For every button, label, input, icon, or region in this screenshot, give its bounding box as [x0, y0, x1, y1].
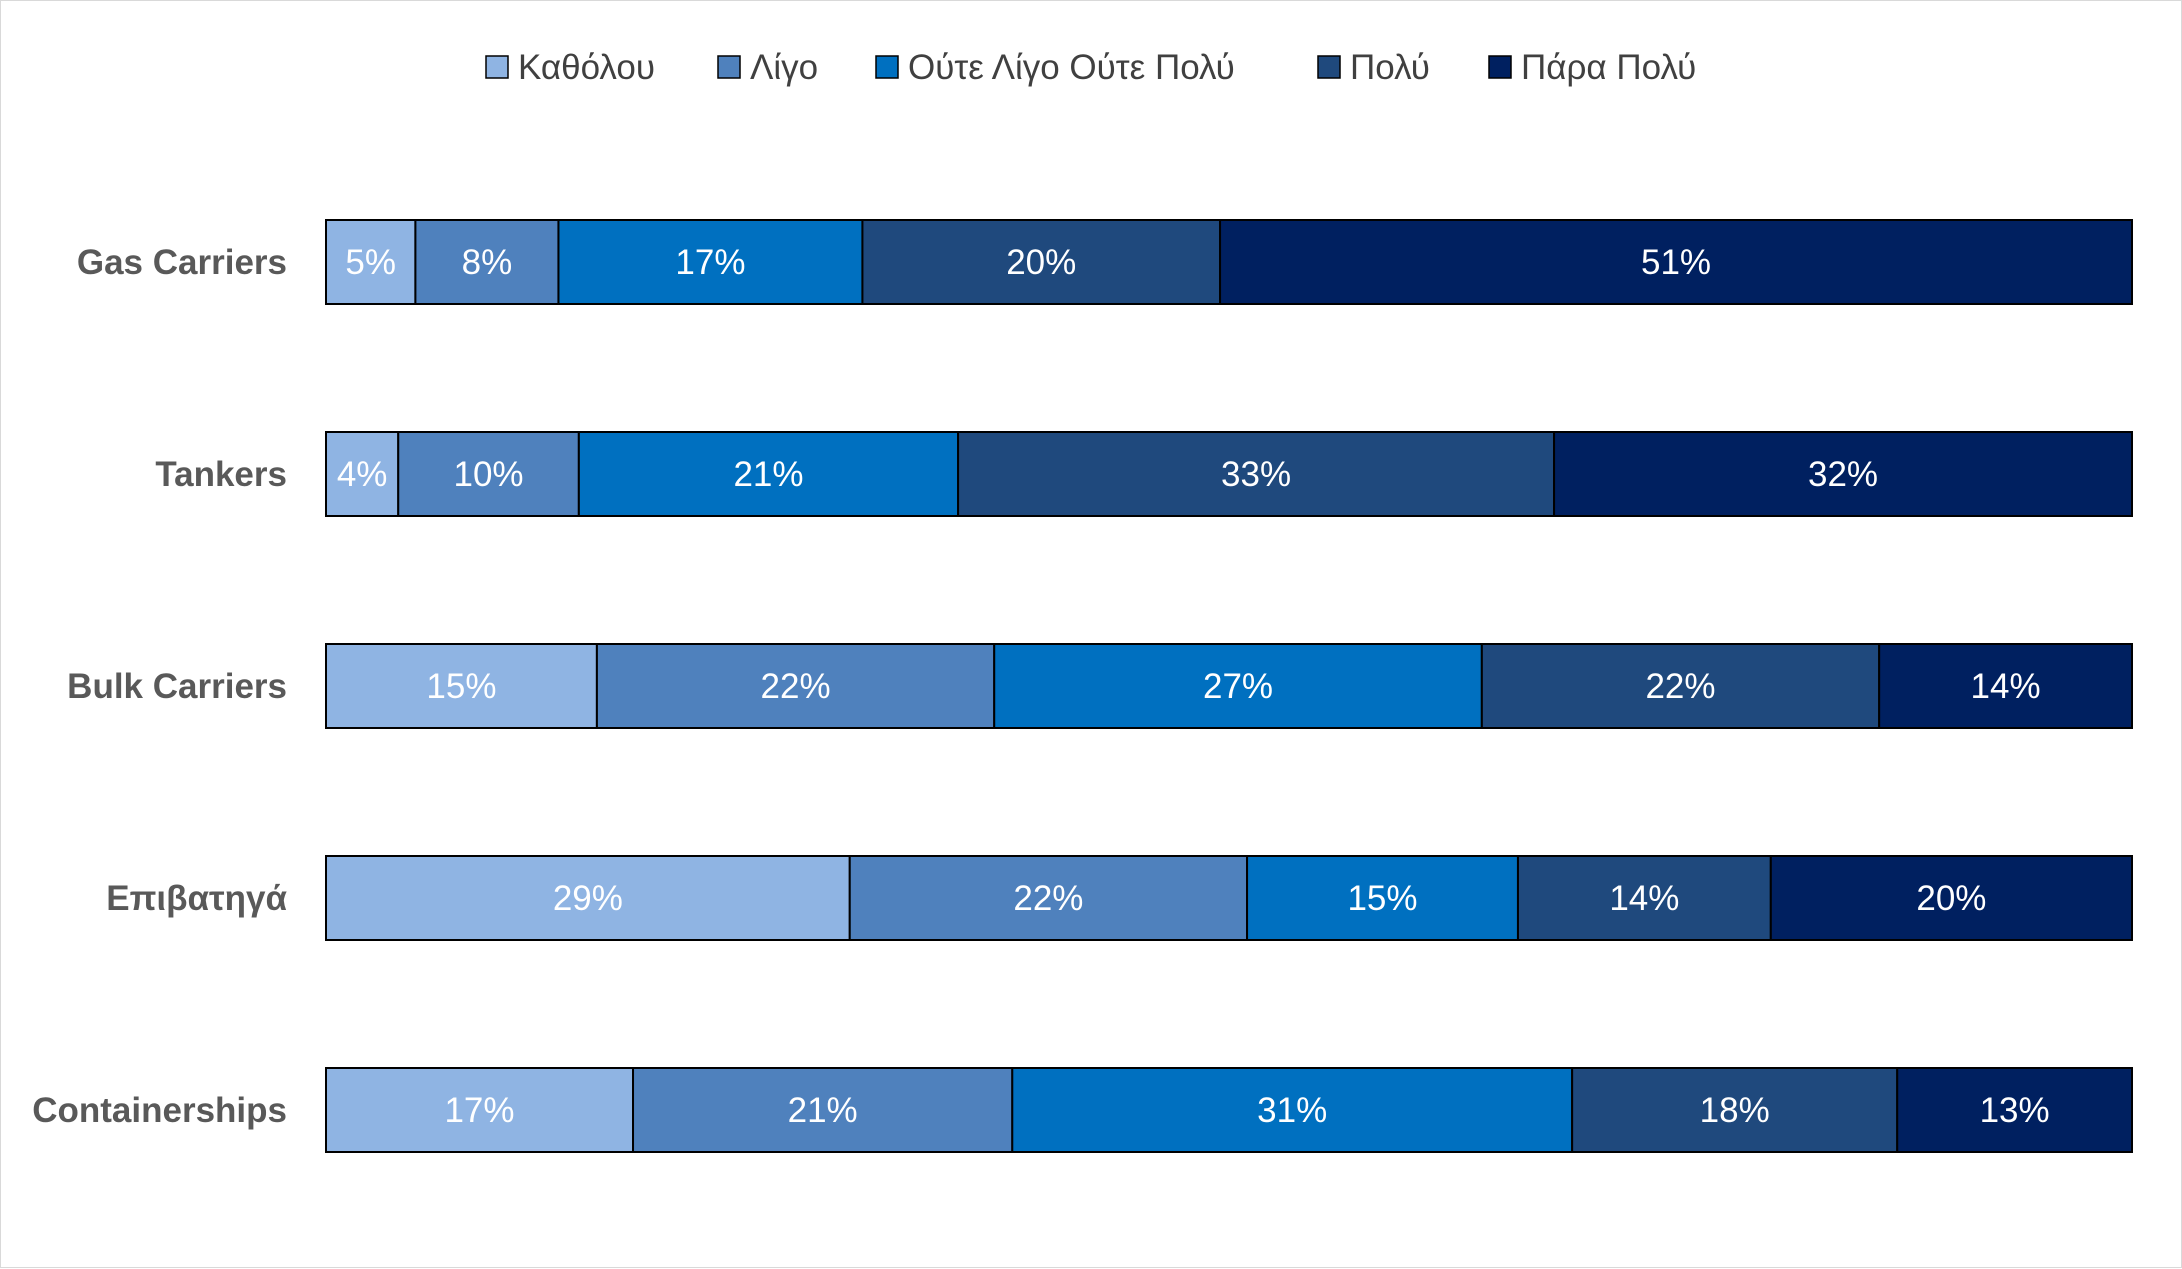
data-label: 15%: [1347, 879, 1417, 918]
data-label: 22%: [761, 667, 831, 706]
data-label: 10%: [454, 455, 524, 494]
legend-swatch-2: [717, 55, 741, 79]
data-label: 31%: [1257, 1091, 1327, 1130]
legend-swatch-1: [485, 55, 509, 79]
data-label: 15%: [426, 667, 496, 706]
bar-segment: [1878, 643, 2134, 729]
legend-swatch-3: [875, 55, 899, 79]
bar-segment: [1553, 431, 2133, 517]
data-label: 8%: [462, 243, 513, 282]
data-label: 21%: [788, 1091, 858, 1130]
data-label: 17%: [444, 1091, 514, 1130]
bar-segment: [957, 431, 1556, 517]
legend-label-5: Πάρα Πολύ: [1521, 48, 1696, 87]
bar-segment: [1480, 643, 1881, 729]
bar-segment: [414, 219, 560, 305]
bar-segment: [1516, 855, 1772, 941]
bar-segment: [993, 643, 1483, 729]
data-label: 22%: [1645, 667, 1715, 706]
data-label: 20%: [1916, 879, 1986, 918]
bar-segment: [557, 219, 864, 305]
plot-bars: 5% 8% 17% 20% 51% 4% 10% 21% 33% 32% 15% 22% 27% 22% 1…: [325, 219, 2134, 1153]
bar-segment: [1219, 219, 2134, 305]
category-axis-labels: Gas Carriers Tankers Bulk Carriers Επιβατηγ…: [32, 243, 287, 1130]
category-label: Tankers: [155, 455, 287, 494]
data-label: 14%: [1971, 667, 2041, 706]
data-label: 14%: [1609, 879, 1679, 918]
bar-segment: [1769, 855, 2134, 941]
data-label: 20%: [1006, 243, 1076, 282]
legend-label-1: Καθόλου: [518, 48, 655, 87]
data-label: 5%: [345, 243, 396, 282]
data-label: 18%: [1700, 1091, 1770, 1130]
legend-swatch-4: [1317, 55, 1341, 79]
data-label: 17%: [675, 243, 745, 282]
data-label: 22%: [1013, 879, 1083, 918]
category-label: Gas Carriers: [77, 243, 287, 282]
bar-segment: [632, 1067, 1014, 1153]
data-label: 51%: [1641, 243, 1711, 282]
legend-label-4: Πολύ: [1350, 48, 1430, 87]
category-label: Containerships: [32, 1091, 287, 1130]
bar-segment: [1246, 855, 1519, 941]
data-label: 27%: [1203, 667, 1273, 706]
bar-segment: [1896, 1067, 2133, 1153]
bar-segment: [861, 219, 1222, 305]
bar-segment: [325, 855, 851, 941]
data-label: 32%: [1808, 455, 1878, 494]
data-label: 4%: [337, 455, 388, 494]
data-label: 33%: [1221, 455, 1291, 494]
category-label: Επιβατηγά: [106, 879, 287, 918]
legend: Καθόλου Λίγο Ούτε Λίγο Ούτε Πολύ Πολύ Πάρα Π…: [485, 48, 1696, 87]
bar-segment: [577, 431, 960, 517]
data-label: 29%: [553, 879, 623, 918]
bar-segment: [848, 855, 1249, 941]
legend-label-2: Λίγο: [750, 48, 818, 87]
bar-segment: [325, 1067, 635, 1153]
bar-segment: [595, 643, 996, 729]
data-label: 21%: [733, 455, 803, 494]
bar-segment: [325, 219, 417, 305]
bar-segment: [1011, 1067, 1574, 1153]
legend-label-3: Ούτε Λίγο Ούτε Πολύ: [908, 48, 1235, 87]
legend-swatch-5: [1488, 55, 1512, 79]
category-label: Bulk Carriers: [67, 667, 287, 706]
bar-segment: [325, 431, 400, 517]
data-label: 13%: [1980, 1091, 2050, 1130]
bar-segment: [397, 431, 580, 517]
